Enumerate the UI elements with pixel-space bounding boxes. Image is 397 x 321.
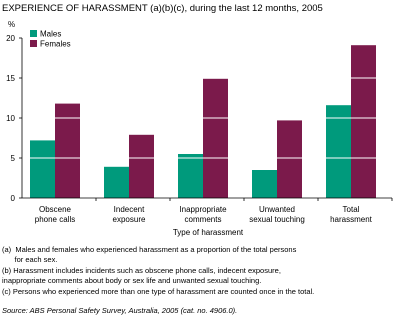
bar: [178, 154, 203, 198]
bar: [277, 120, 302, 198]
bar: [104, 166, 129, 198]
source: Source: ABS Personal Safety Survey, Aust…: [2, 306, 237, 315]
x-tick-label: Unwanted sexual touching: [249, 205, 305, 224]
x-tick-label: Indecent exposure: [113, 205, 146, 224]
y-axis-label: %: [8, 20, 15, 29]
legend-swatch: [30, 30, 37, 37]
legend-swatch: [30, 40, 37, 47]
y-tick-label: 5: [11, 154, 16, 163]
bar: [129, 134, 154, 198]
footnote: (a) Males and females who experienced ha…: [2, 245, 297, 264]
bar: [326, 105, 351, 198]
footnote: (b) Harassment includes incidents such a…: [2, 266, 281, 285]
bar: [30, 140, 55, 198]
legend-label: Females: [40, 40, 71, 49]
footnote: (c) Persons who experienced more than on…: [2, 287, 314, 296]
bar: [203, 78, 228, 198]
x-axis-label: Type of harassment: [173, 228, 244, 237]
x-tick-label: Obscene phone calls: [35, 205, 75, 224]
y-tick-label: 0: [11, 194, 16, 203]
x-tick-label: Total harassment: [330, 205, 373, 224]
y-tick-label: 20: [6, 34, 15, 43]
x-tick-label: Inappropriate comments: [179, 205, 227, 224]
bar: [252, 170, 277, 198]
bar: [55, 103, 80, 198]
chart-title: EXPERIENCE OF HARASSMENT (a)(b)(c), duri…: [2, 3, 323, 14]
y-tick-label: 15: [6, 74, 15, 83]
y-tick-label: 10: [6, 114, 15, 123]
bar: [351, 45, 376, 199]
legend-label: Males: [40, 30, 61, 39]
